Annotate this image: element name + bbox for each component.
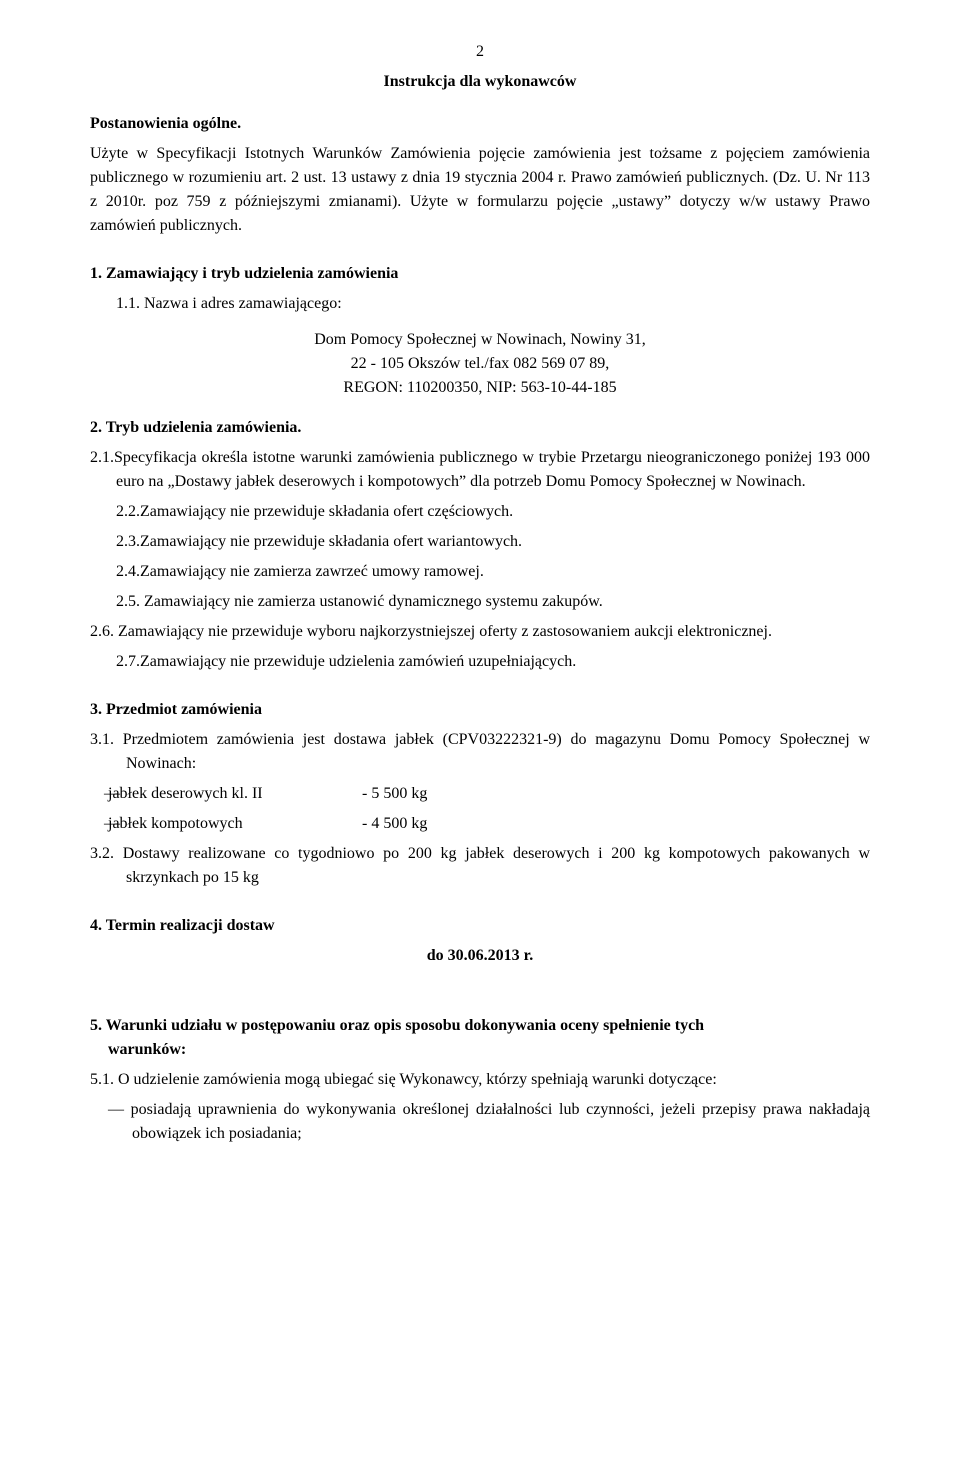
bullet-5-1-text: posiadają uprawnienia do wykonywania okr… <box>131 1101 870 1142</box>
document-page: 2 Instrukcja dla wykonawców Postanowieni… <box>0 0 960 1478</box>
item-2-7: 2.7.Zamawiający nie przewiduje udzieleni… <box>90 650 870 674</box>
section-5-heading-l1: 5. Warunki udziału w postępowaniu oraz o… <box>90 1014 870 1038</box>
dash-icon: — <box>108 1101 124 1118</box>
bullet-3-1-label: jabłek deserowych kl. II <box>132 782 382 806</box>
address-block: Dom Pomocy Społecznej w Nowinach, Nowiny… <box>90 328 870 400</box>
item-2-6: 2.6. Zamawiający nie przewiduje wyboru n… <box>90 620 870 644</box>
section-4-heading: 4. Termin realizacji dostaw <box>90 914 870 938</box>
bullet-3-2-value: - 4 500 kg <box>386 812 427 836</box>
item-5-1: 5.1. O udzielenie zamówienia mogą ubiega… <box>90 1068 870 1092</box>
bullet-3-1-value: - 5 500 kg <box>386 782 427 806</box>
document-title: Instrukcja dla wykonawców <box>90 70 870 94</box>
bullet-3-2-label: jabłek kompotowych <box>132 812 382 836</box>
address-line-3: REGON: 110200350, NIP: 563-10-44-185 <box>90 376 870 400</box>
item-1-1: 1.1. Nazwa i adres zamawiającego: <box>90 292 870 316</box>
page-number: 2 <box>90 40 870 64</box>
item-3-2: 3.2. Dostawy realizowane co tygodniowo p… <box>90 842 870 890</box>
item-2-4: 2.4.Zamawiający nie zamierza zawrzeć umo… <box>90 560 870 584</box>
address-line-1: Dom Pomocy Społecznej w Nowinach, Nowiny… <box>90 328 870 352</box>
item-2-1: 2.1.Specyfikacja określa istotne warunki… <box>90 446 870 494</box>
section-1-heading: 1. Zamawiający i tryb udzielenia zamówie… <box>90 262 870 286</box>
deadline: do 30.06.2013 r. <box>90 944 870 968</box>
item-2-3: 2.3.Zamawiający nie przewiduje składania… <box>90 530 870 554</box>
item-2-2: 2.2.Zamawiający nie przewiduje składania… <box>90 500 870 524</box>
item-2-5: 2.5. Zamawiający nie zamierza ustanowić … <box>90 590 870 614</box>
bullet-3-1: — jabłek deserowych kl. II - 5 500 kg <box>90 782 870 806</box>
bullet-3-2: — jabłek kompotowych - 4 500 kg <box>90 812 870 836</box>
address-line-2: 22 - 105 Okszów tel./fax 082 569 07 89, <box>90 352 870 376</box>
intro-paragraph: Użyte w Specyfikacji Istotnych Warunków … <box>90 142 870 238</box>
section-2-heading: 2. Tryb udzielenia zamówienia. <box>90 416 870 440</box>
section-3-heading: 3. Przedmiot zamówienia <box>90 698 870 722</box>
bullet-5-1: — posiadają uprawnienia do wykonywania o… <box>90 1098 870 1146</box>
section-5-heading-l2: warunków: <box>90 1038 870 1062</box>
intro-heading: Postanowienia ogólne. <box>90 112 870 136</box>
item-3-1: 3.1. Przedmiotem zamówienia jest dostawa… <box>90 728 870 776</box>
